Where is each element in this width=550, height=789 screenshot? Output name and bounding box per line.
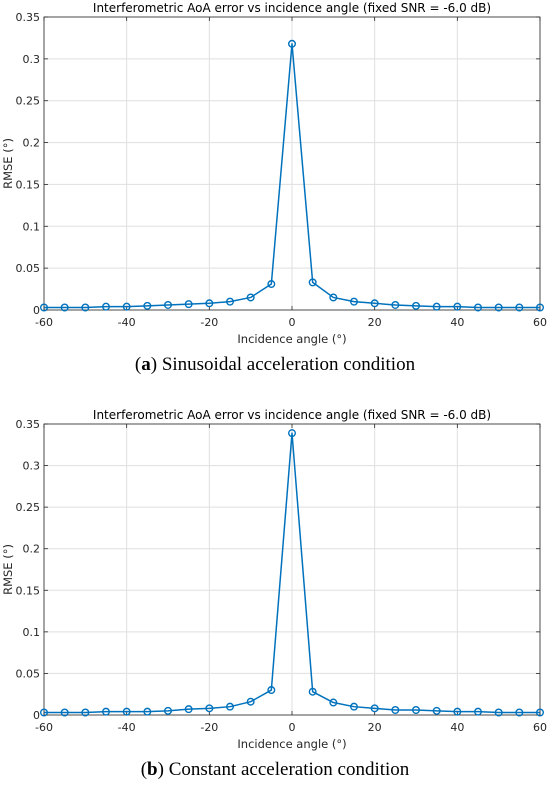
data-point xyxy=(288,39,297,48)
y-tick-label: 0.2 xyxy=(23,543,41,556)
data-point xyxy=(536,708,545,717)
data-point xyxy=(267,280,276,289)
data-point xyxy=(350,297,359,306)
x-tick-label: 60 xyxy=(533,721,547,734)
x-axis-label: Incidence angle (°) xyxy=(237,737,346,751)
chart-a: -60 -40 -20 0 20 40 60 0 0.05 0.1 0.15 0.2 0.25 0.3 0.… xyxy=(1,1,547,346)
data-point xyxy=(515,303,524,312)
data-point xyxy=(225,702,234,711)
x-tick-label: 40 xyxy=(450,316,464,329)
x-tick-label: -20 xyxy=(200,721,218,734)
data-point xyxy=(60,708,69,717)
figure-panel-b: -60 -40 -20 0 20 40 60 0 0.05 0.1 0.15 0.2 0.25 0.3 0.… xyxy=(0,404,550,789)
data-point xyxy=(122,302,131,311)
y-tick-label: 0.35 xyxy=(16,418,41,431)
data-point xyxy=(60,303,69,312)
x-tick-label: -20 xyxy=(200,316,218,329)
y-tick-label: 0 xyxy=(33,304,40,317)
x-tick-label: -40 xyxy=(118,721,136,734)
x-axis-label: Incidence angle (°) xyxy=(237,332,346,346)
data-point xyxy=(246,293,255,302)
caption-b-letter: b xyxy=(147,759,158,780)
chart-b: -60 -40 -20 0 20 40 60 0 0.05 0.1 0.15 0.2 0.25 0.3 0.… xyxy=(1,408,547,751)
x-tick-label: -40 xyxy=(118,316,136,329)
caption-a-letter: a xyxy=(141,354,151,375)
data-point xyxy=(163,706,172,715)
data-point xyxy=(350,702,359,711)
caption-b-text: Constant acceleration condition xyxy=(163,759,410,780)
data-point xyxy=(143,707,152,716)
data-point xyxy=(391,706,400,715)
data-point xyxy=(432,302,441,311)
data-point xyxy=(453,707,462,716)
y-tick-label: 0.25 xyxy=(16,501,41,514)
y-axis-label: RMSE (°) xyxy=(1,138,15,189)
data-point xyxy=(205,299,214,308)
figure-panel-a: -60 -40 -20 0 20 40 60 0 0.05 0.1 0.15 0.2 0.25 0.3 0.… xyxy=(1,1,547,375)
data-point xyxy=(412,301,421,310)
data-point xyxy=(246,697,255,706)
data-point xyxy=(453,302,462,311)
data-point xyxy=(494,303,503,312)
data-point xyxy=(101,302,110,311)
y-tick-label: 0.3 xyxy=(23,53,41,66)
data-point xyxy=(370,704,379,713)
y-axis-label: RMSE (°) xyxy=(1,544,15,595)
data-point xyxy=(81,708,90,717)
data-point xyxy=(267,686,276,695)
y-tick-label: 0.25 xyxy=(16,95,41,108)
data-point xyxy=(81,303,90,312)
series-line xyxy=(44,432,540,714)
chart-title: Interferometric AoA error vs incidence a… xyxy=(93,408,491,422)
y-tick-label: 0.1 xyxy=(23,626,41,639)
data-point xyxy=(536,303,545,312)
data-point xyxy=(391,300,400,309)
y-tick-label: 0.2 xyxy=(23,137,41,150)
data-point xyxy=(474,303,483,312)
data-point xyxy=(370,299,379,308)
y-tick-label: 0.05 xyxy=(16,262,41,275)
x-tick-label: 40 xyxy=(450,721,464,734)
data-point xyxy=(225,297,234,306)
x-tick-label: 20 xyxy=(368,316,382,329)
caption-a-text: Sinusoidal acceleration condition xyxy=(157,354,416,375)
y-tick-label: 0.05 xyxy=(16,667,41,680)
x-tick-label: -60 xyxy=(35,316,53,329)
data-point xyxy=(40,303,49,312)
data-point xyxy=(329,293,338,302)
y-tick-label: 0.15 xyxy=(16,584,41,597)
data-point xyxy=(184,300,193,309)
data-point xyxy=(163,300,172,309)
x-tick-label: 20 xyxy=(368,721,382,734)
y-tick-label: 0 xyxy=(33,709,40,722)
x-tick-label: 0 xyxy=(289,316,296,329)
data-point xyxy=(122,707,131,716)
data-point xyxy=(308,687,317,696)
data-point xyxy=(474,707,483,716)
data-point xyxy=(143,301,152,310)
y-tick-label: 0.15 xyxy=(16,178,41,191)
y-tick-label: 0.1 xyxy=(23,220,41,233)
data-point xyxy=(432,706,441,715)
caption-b: (b) Constant acceleration condition xyxy=(140,759,410,780)
data-point xyxy=(205,704,214,713)
data-point xyxy=(40,708,49,717)
x-tick-label: 0 xyxy=(289,721,296,734)
chart-title: Interferometric AoA error vs incidence a… xyxy=(93,1,491,15)
y-tick-label: 0.3 xyxy=(23,460,41,473)
series-line xyxy=(44,43,540,309)
x-tick-label: 60 xyxy=(533,316,547,329)
caption-a: (a) Sinusoidal acceleration condition xyxy=(134,354,416,375)
data-point xyxy=(308,278,317,287)
data-point xyxy=(101,707,110,716)
x-tick-label: -60 xyxy=(35,721,53,734)
data-point xyxy=(288,429,297,438)
data-point xyxy=(329,698,338,707)
y-tick-label: 0.35 xyxy=(16,11,41,24)
data-point xyxy=(184,705,193,714)
data-point xyxy=(494,708,503,717)
data-point xyxy=(412,706,421,715)
data-point xyxy=(515,708,524,717)
